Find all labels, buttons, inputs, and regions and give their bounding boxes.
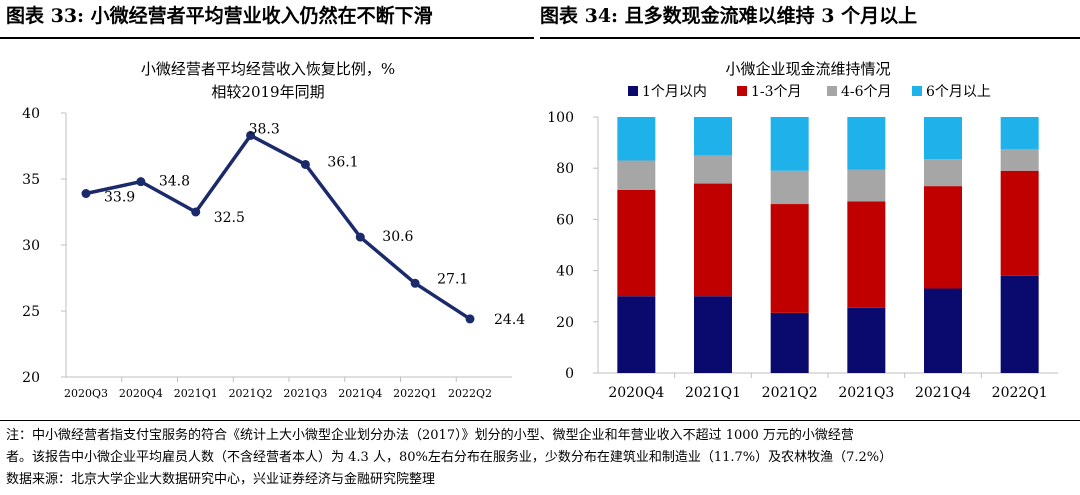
cashflow-stacked-bar-chart: 小微企业现金流维持情况 1个月以内 1-3个月 4-6个月 6个月以上 0 20 40 60 80… bbox=[547, 60, 1058, 401]
bar-segment bbox=[770, 204, 809, 313]
bar-chart-x-tick-label: 2021Q4 bbox=[915, 385, 971, 401]
bar-segment bbox=[617, 117, 656, 161]
bar-segment bbox=[617, 296, 656, 373]
bar-segment bbox=[617, 189, 656, 297]
bar-segment bbox=[924, 159, 962, 187]
bar-segment bbox=[770, 312, 809, 373]
bar-segment bbox=[924, 288, 962, 373]
legend-label: 1-3个月 bbox=[751, 84, 802, 100]
line-data-label: 24.4 bbox=[494, 312, 525, 328]
bar-segment bbox=[694, 183, 732, 297]
line-point bbox=[355, 232, 365, 242]
bar-segment bbox=[694, 296, 732, 373]
legend-label: 4-6个月 bbox=[841, 84, 892, 100]
line-chart-y-tick-label: 20 bbox=[22, 370, 40, 386]
line-chart-x-tick-label: 2022Q2 bbox=[448, 387, 492, 400]
bar-segment bbox=[847, 201, 886, 308]
left-chart-header: 图表 33: 小微经营者平均营业收入仍然在不断下滑 bbox=[6, 5, 433, 27]
note-line-2: 者。该报告中小微企业平均雇员人数（不含经营者本人）为 4.3 人，80%左右分布… bbox=[6, 450, 893, 465]
line-chart-x-tick-label: 2021Q1 bbox=[174, 387, 218, 400]
income-recovery-line-chart: 小微经营者平均经营收入恢复比例，% 相较2019年同期 20 25 30 35 40 2020… bbox=[22, 60, 525, 400]
notes-divider bbox=[0, 420, 1080, 421]
line-data-label: 32.5 bbox=[214, 210, 245, 226]
bar-segment bbox=[770, 170, 809, 205]
bar-segment bbox=[847, 307, 886, 373]
line-chart-y-tick-label: 30 bbox=[22, 238, 40, 254]
bar-segment bbox=[770, 117, 809, 171]
line-data-label: 36.1 bbox=[327, 154, 358, 170]
right-header-rule bbox=[540, 37, 1080, 39]
bar-chart-x-tick-label: 2021Q2 bbox=[762, 385, 818, 401]
bar-segment bbox=[847, 117, 886, 170]
bar-chart-y-tick-label: 20 bbox=[556, 315, 574, 331]
legend-swatch bbox=[912, 86, 922, 96]
bar-chart-y-tick-label: 40 bbox=[556, 264, 574, 280]
bar-chart-x-tick-label: 2022Q1 bbox=[992, 385, 1048, 401]
bar-segment bbox=[847, 169, 886, 202]
legend-label: 1个月以内 bbox=[642, 84, 707, 100]
line-chart-x-tick-label: 2021Q2 bbox=[229, 387, 273, 400]
line-data-label: 30.6 bbox=[382, 229, 413, 245]
line-point bbox=[246, 130, 256, 140]
line-point bbox=[136, 177, 146, 187]
legend-label: 6个月以上 bbox=[926, 84, 991, 100]
legend-swatch bbox=[827, 86, 837, 96]
source-line: 数据来源：北京大学企业大数据研究中心，兴业证券经济与金融研究院整理 bbox=[6, 472, 436, 487]
bar-chart-y-tick-label: 60 bbox=[556, 212, 574, 228]
bar-chart-x-tick-label: 2021Q3 bbox=[838, 385, 894, 401]
line-data-label: 27.1 bbox=[437, 271, 468, 287]
line-chart-y-tick-label: 35 bbox=[22, 172, 40, 188]
bar-segment bbox=[694, 155, 732, 184]
line-data-label: 34.8 bbox=[159, 174, 190, 190]
note-line-1: 注：中小微经营者指支付宝服务的符合《统计上大小微型企业划分办法（2017）》划分… bbox=[6, 428, 854, 443]
bar-chart-y-tick-label: 80 bbox=[556, 161, 574, 177]
line-chart-x-tick-label: 2022Q1 bbox=[393, 387, 437, 400]
line-chart-x-tick-label: 2020Q4 bbox=[119, 387, 163, 400]
bar-segment bbox=[617, 160, 656, 190]
line-chart-subtitle: 相较2019年同期 bbox=[211, 83, 324, 101]
line-point bbox=[410, 278, 420, 288]
line-chart-x-tick-label: 2021Q4 bbox=[338, 387, 382, 400]
line-point bbox=[465, 314, 475, 324]
bar-segment bbox=[924, 186, 962, 289]
line-data-label: 33.9 bbox=[104, 190, 135, 206]
line-series bbox=[85, 133, 471, 321]
line-chart-title: 小微经营者平均经营收入恢复比例，% bbox=[141, 60, 395, 78]
line-chart-y-tick-label: 25 bbox=[22, 304, 40, 320]
bar-segment bbox=[1000, 275, 1039, 373]
bar-chart-title: 小微企业现金流维持情况 bbox=[725, 60, 890, 78]
legend-swatch bbox=[628, 86, 638, 96]
line-chart-x-tick-label: 2020Q3 bbox=[64, 387, 108, 400]
line-chart-y-tick-label: 40 bbox=[22, 106, 40, 122]
bar-segment bbox=[1000, 170, 1039, 276]
line-point bbox=[81, 189, 91, 199]
bar-segment bbox=[924, 117, 962, 160]
line-data-label: 38.3 bbox=[249, 121, 280, 137]
bar-chart-y-tick-label: 100 bbox=[547, 110, 574, 126]
bar-chart-x-tick-label: 2020Q4 bbox=[608, 385, 664, 401]
bar-segment bbox=[1000, 117, 1039, 149]
right-chart-header: 图表 34: 且多数现金流难以维持 3 个月以上 bbox=[540, 5, 918, 27]
line-chart-x-tick-label: 2021Q3 bbox=[283, 387, 327, 400]
bar-chart-x-tick-label: 2021Q1 bbox=[685, 385, 741, 401]
bar-segment bbox=[1000, 149, 1039, 171]
line-point bbox=[191, 207, 201, 217]
left-header-rule bbox=[0, 37, 534, 39]
bar-segment bbox=[694, 117, 732, 156]
bar-chart-y-tick-label: 0 bbox=[565, 366, 574, 382]
line-point bbox=[300, 159, 310, 169]
legend-swatch bbox=[737, 86, 747, 96]
